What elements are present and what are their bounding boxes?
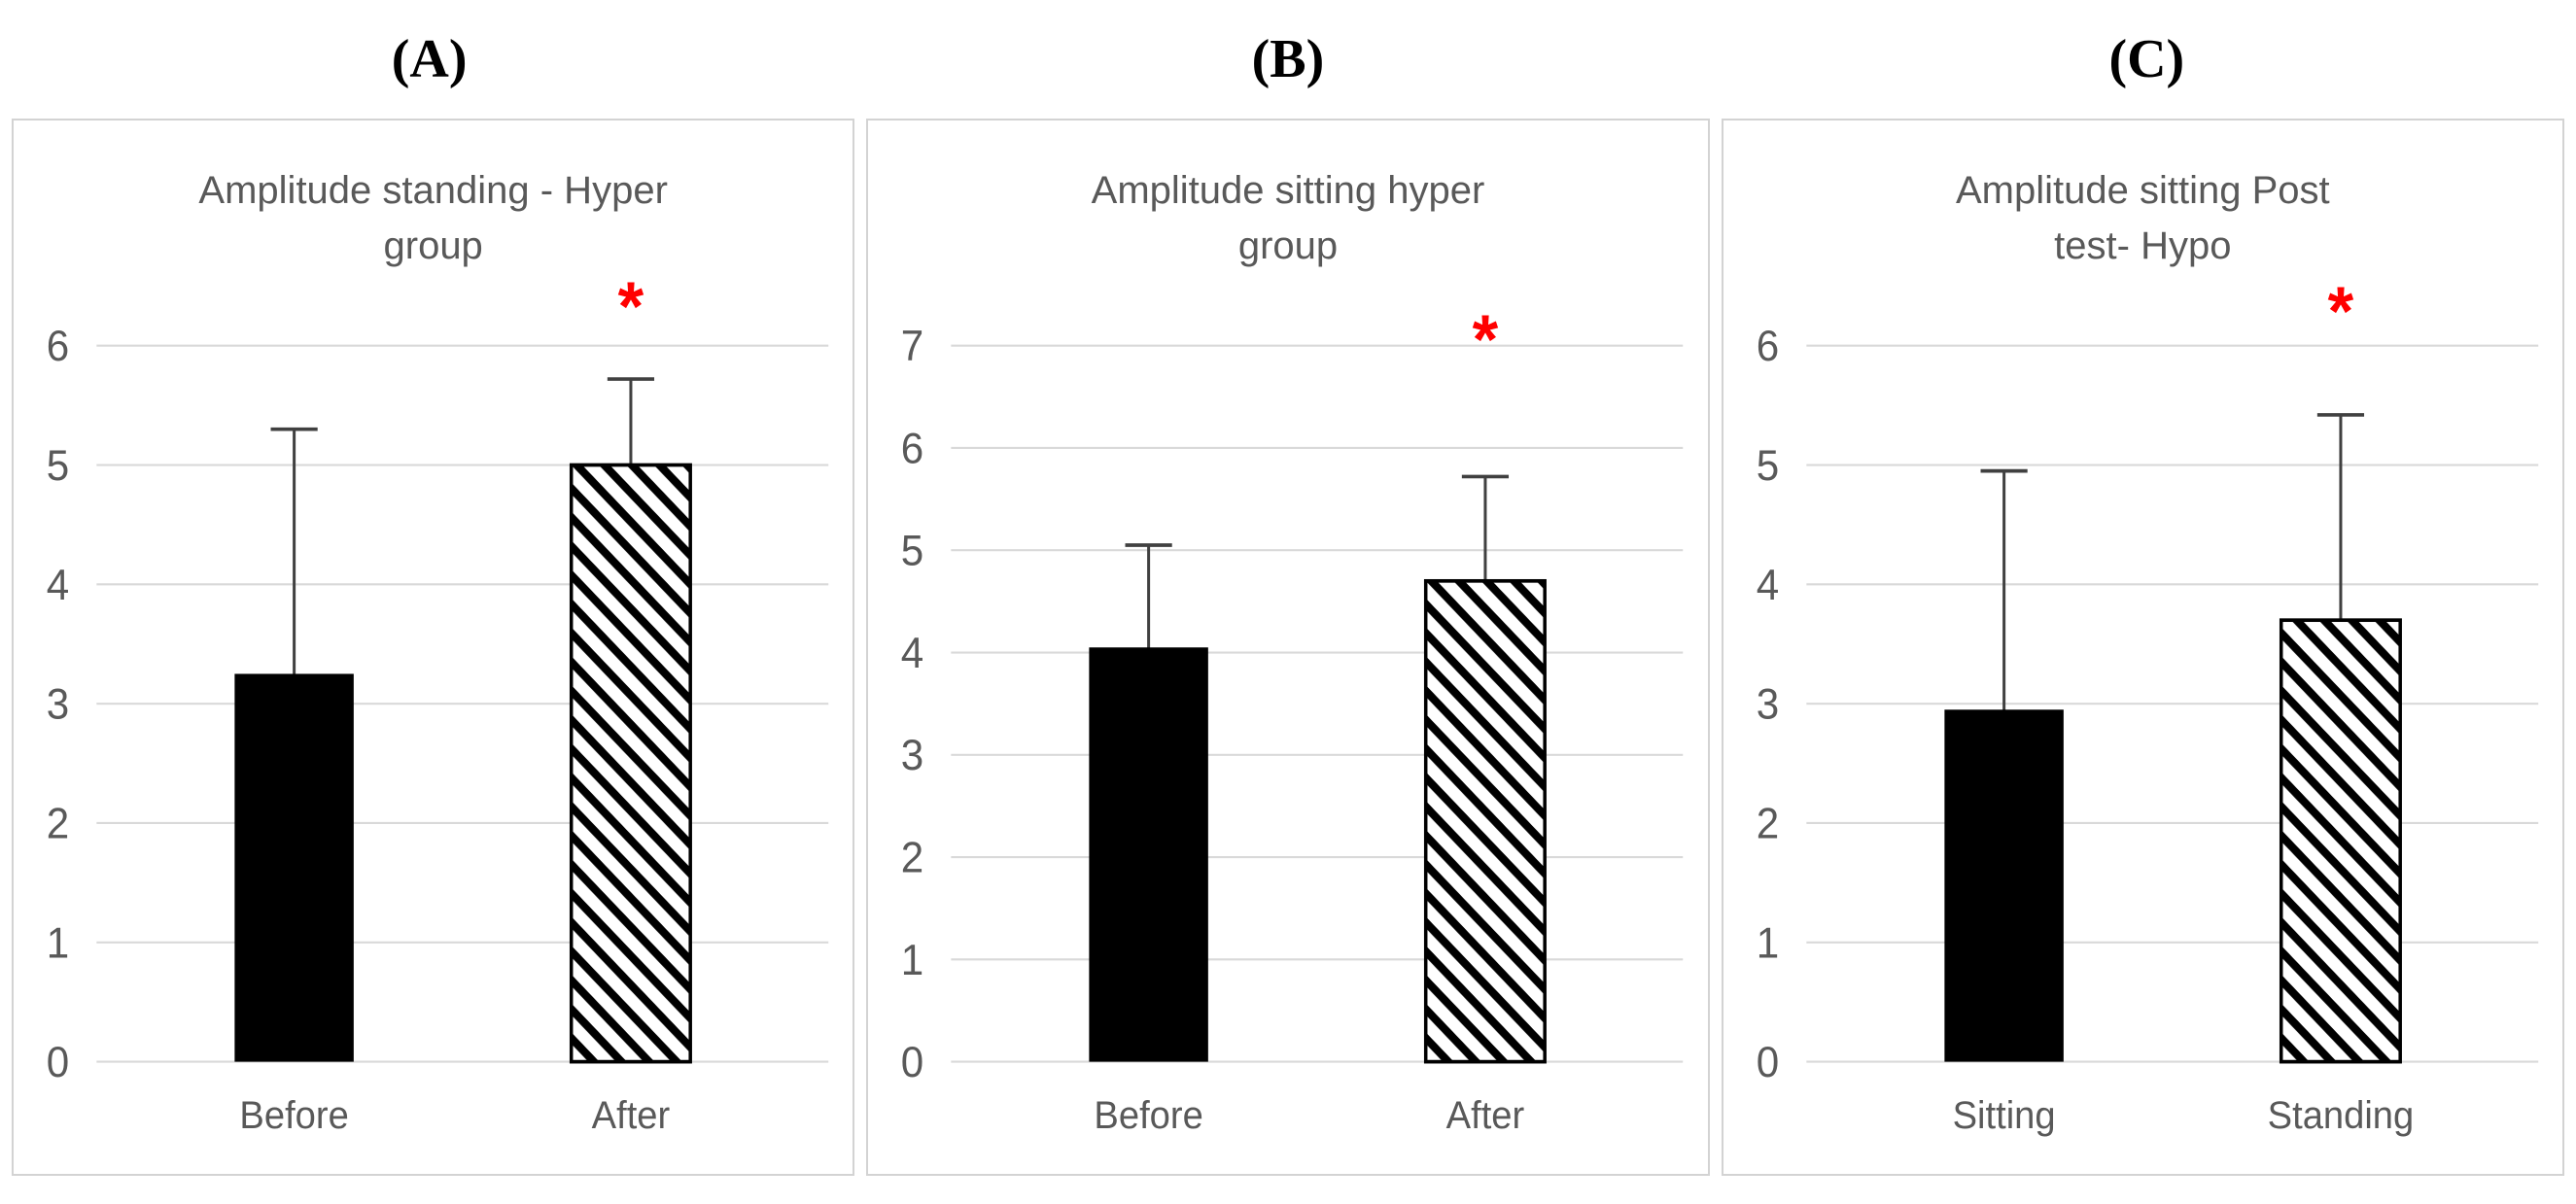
- y-tick-label: 6: [901, 425, 923, 472]
- charts-row: Amplitude standing - Hyper group 0 1 2 3 4 5 6…: [0, 119, 2576, 1204]
- x-category-label: Sitting: [1952, 1094, 2055, 1137]
- y-tick-label: 1: [901, 937, 923, 984]
- chart-title-c-line1: Amplitude sitting Post: [1956, 169, 2330, 212]
- chart-panel-c: Amplitude sitting Post test- Hypo 0 1 2 3 4 5…: [1721, 119, 2564, 1176]
- bar-chart-c: 0 1 2 3 4 5 6 Sitting Standing *: [1756, 274, 2538, 1137]
- significance-asterisk: *: [1473, 300, 1499, 378]
- chart-title-a-line2: group: [383, 224, 483, 267]
- bar-chart-b: 0 1 2 3 4 5 6 7 Before After *: [901, 300, 1684, 1137]
- chart-panel-b: Amplitude sitting hyper group 0 1 2 3 4 5 6 7 Be…: [866, 119, 1710, 1176]
- bar-before: [1089, 646, 1209, 1062]
- significance-asterisk: *: [2327, 274, 2353, 350]
- y-tick-label: 2: [1756, 800, 1778, 847]
- y-tick-label: 4: [1756, 562, 1778, 609]
- y-tick-label: 5: [901, 527, 923, 574]
- chart-title-c-line2: test- Hypo: [2054, 224, 2232, 267]
- y-tick-label: 5: [1756, 442, 1778, 490]
- chart-title-b-line2: group: [1237, 224, 1339, 267]
- chart-title-c: Amplitude sitting Post test- Hypo: [1723, 120, 2562, 274]
- bar-before: [234, 673, 354, 1062]
- y-tick-label: 5: [47, 442, 69, 490]
- y-tick-label: 6: [1756, 323, 1778, 370]
- panel-label-a: (A): [391, 29, 468, 89]
- y-tick-label: 0: [901, 1039, 923, 1086]
- panel-label-row: (A) (B) (C): [0, 0, 2576, 119]
- y-tick-label: 1: [47, 919, 69, 967]
- chart-panel-a: Amplitude standing - Hyper group 0 1 2 3 4 5 6…: [12, 119, 855, 1176]
- y-tick-label: 0: [1756, 1039, 1778, 1086]
- x-category-label: Standing: [2267, 1094, 2414, 1137]
- significance-asterisk: *: [618, 274, 644, 345]
- y-tick-label: 3: [901, 732, 923, 779]
- x-category-label: After: [592, 1094, 671, 1137]
- bar-chart-a: 0 1 2 3 4 5 6 Before After *: [47, 274, 829, 1137]
- chart-title-b-line1: Amplitude sitting hyper: [1091, 169, 1485, 212]
- y-tick-label: 6: [47, 323, 69, 370]
- y-tick-label: 3: [1756, 680, 1778, 728]
- y-tick-label: 4: [47, 562, 69, 609]
- y-tick-label: 1: [1756, 919, 1778, 967]
- y-tick-label: 3: [47, 680, 69, 728]
- y-tick-label: 2: [901, 834, 923, 881]
- chart-title-b: Amplitude sitting hyper group: [868, 120, 1707, 274]
- y-tick-label: 7: [901, 323, 923, 370]
- y-tick-label: 2: [47, 800, 69, 847]
- bar-standing: [2279, 617, 2402, 1064]
- x-category-label: Before: [1095, 1094, 1203, 1137]
- bar-sitting: [1944, 708, 2064, 1062]
- bar-after: [569, 463, 692, 1064]
- y-tick-label: 4: [901, 630, 923, 677]
- panel-label-b: (B): [1251, 29, 1325, 89]
- x-category-label: Before: [239, 1094, 348, 1137]
- bar-after: [1424, 578, 1548, 1064]
- y-tick-label: 0: [47, 1039, 69, 1086]
- panel-label-c: (C): [2108, 29, 2185, 89]
- x-category-label: After: [1446, 1094, 1525, 1137]
- chart-title-a: Amplitude standing - Hyper group: [14, 120, 853, 274]
- chart-title-a-line1: Amplitude standing - Hyper: [198, 169, 668, 212]
